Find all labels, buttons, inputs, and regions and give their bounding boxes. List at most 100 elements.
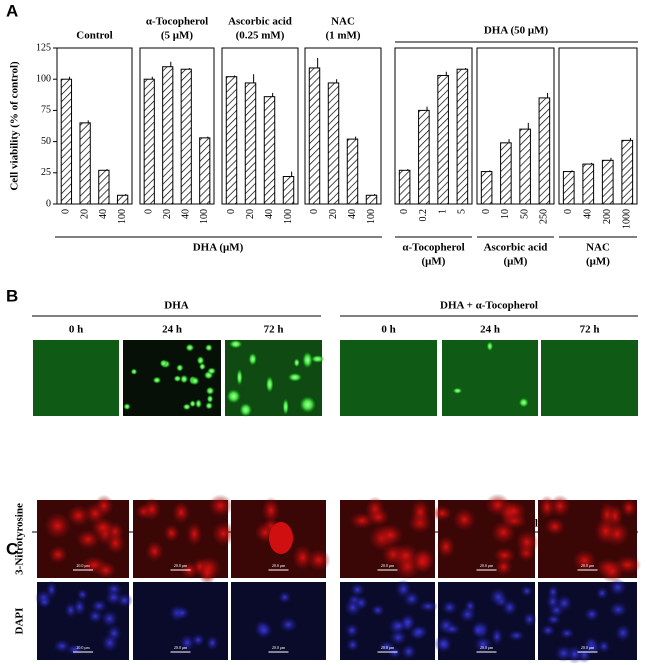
- cell: [190, 376, 200, 386]
- scale-bar-label: 20.0 μm: [480, 645, 494, 650]
- scale-bar-label: 20.0 μm: [174, 645, 188, 650]
- chart-title: NAC: [331, 16, 355, 28]
- cell: [206, 394, 214, 403]
- cell: [473, 635, 494, 653]
- cell: [555, 594, 574, 613]
- cell: [606, 503, 624, 529]
- cell: [452, 387, 463, 394]
- panel-label: C: [6, 539, 18, 558]
- bar: [346, 138, 359, 205]
- cell: [282, 398, 289, 416]
- cell: [443, 622, 462, 636]
- x-tick-label: 100: [283, 209, 294, 224]
- bar: [308, 67, 321, 205]
- cell: [545, 613, 562, 626]
- x-tick-label: 100: [199, 209, 210, 224]
- cell: [100, 633, 119, 653]
- cell: [159, 359, 168, 368]
- cell: [507, 629, 526, 642]
- cell: [366, 507, 390, 527]
- time-label: 24 h: [162, 324, 182, 336]
- cell: [302, 351, 313, 369]
- x-tick-label: 0: [144, 209, 155, 214]
- cell: [344, 622, 360, 639]
- cell: [540, 623, 556, 637]
- plot-frame: [394, 47, 473, 205]
- bar: [79, 122, 91, 205]
- cell: [190, 632, 206, 648]
- y-tick-label: 100: [36, 73, 51, 84]
- x-axis-label: DHA (μM): [193, 242, 244, 254]
- cell: [104, 588, 123, 607]
- plot-frame: [558, 47, 638, 205]
- cell: [173, 375, 182, 382]
- x-tick-label: 10: [500, 209, 511, 219]
- time-label: 24 h: [480, 324, 500, 336]
- cell: [410, 498, 431, 526]
- plot-frame: [221, 47, 299, 205]
- cell: [254, 621, 274, 639]
- x-tick-label: 200: [602, 209, 613, 224]
- micrograph: [123, 340, 221, 416]
- bar: [601, 159, 614, 205]
- scale-bar-label: 20.0 μm: [272, 645, 286, 650]
- cell: [538, 495, 556, 519]
- cell: [105, 531, 126, 555]
- x-axis-label: α-Tocopherol: [402, 242, 464, 254]
- scale-bar-label: 20.0 μm: [581, 645, 595, 650]
- cell: [277, 590, 292, 604]
- plot-frame: [56, 47, 133, 205]
- panel-label: B: [6, 286, 18, 305]
- cell: [394, 579, 413, 600]
- cell: [391, 619, 407, 632]
- group-title: DHA + α-Tocopherol: [440, 300, 538, 312]
- chart-title: α-Tocopherol: [146, 16, 208, 28]
- bar: [116, 194, 129, 205]
- cell: [196, 356, 205, 365]
- bar: [225, 76, 238, 205]
- cell: [236, 368, 243, 386]
- chart-title: Control: [76, 30, 112, 42]
- bar: [621, 139, 634, 205]
- cell: [400, 643, 418, 661]
- cell: [299, 396, 317, 414]
- cell: [293, 358, 300, 368]
- cell: [492, 546, 517, 564]
- scale-bar-label: 20.0 μm: [381, 645, 395, 650]
- cell: [152, 376, 162, 384]
- cell: [441, 599, 459, 616]
- cell: [94, 494, 114, 518]
- cell: [515, 529, 539, 556]
- y-tick-label: 0: [46, 198, 51, 209]
- chart-subtitle: (0.25 mM): [236, 30, 285, 42]
- scale-bar-label: 20.0 μm: [480, 563, 494, 568]
- x-tick-label: 20: [79, 209, 90, 219]
- cell: [229, 339, 243, 349]
- cell: [595, 586, 609, 600]
- cell: [377, 523, 404, 547]
- time-label: 72 h: [264, 324, 284, 336]
- bar: [282, 176, 295, 205]
- x-tick-label: 0: [61, 209, 72, 214]
- cell: [265, 375, 274, 393]
- x-tick-label: 40: [181, 209, 192, 219]
- cell: [306, 548, 331, 572]
- cell: [620, 498, 638, 518]
- cell: [182, 403, 191, 411]
- cell: [75, 529, 101, 550]
- cell: [205, 402, 213, 410]
- cell: [572, 549, 597, 572]
- cell: [72, 597, 87, 617]
- cell: [559, 627, 575, 640]
- cell: [500, 500, 528, 523]
- cell: [142, 497, 162, 522]
- x-tick-label: 40: [98, 209, 109, 219]
- row-label: 3-Nitrotyrosine: [14, 503, 26, 575]
- cell: [310, 355, 325, 363]
- bar: [327, 82, 340, 205]
- cell: [174, 605, 191, 620]
- cell: [171, 500, 191, 525]
- x-tick-label: 0: [481, 209, 492, 214]
- cell: [431, 505, 453, 522]
